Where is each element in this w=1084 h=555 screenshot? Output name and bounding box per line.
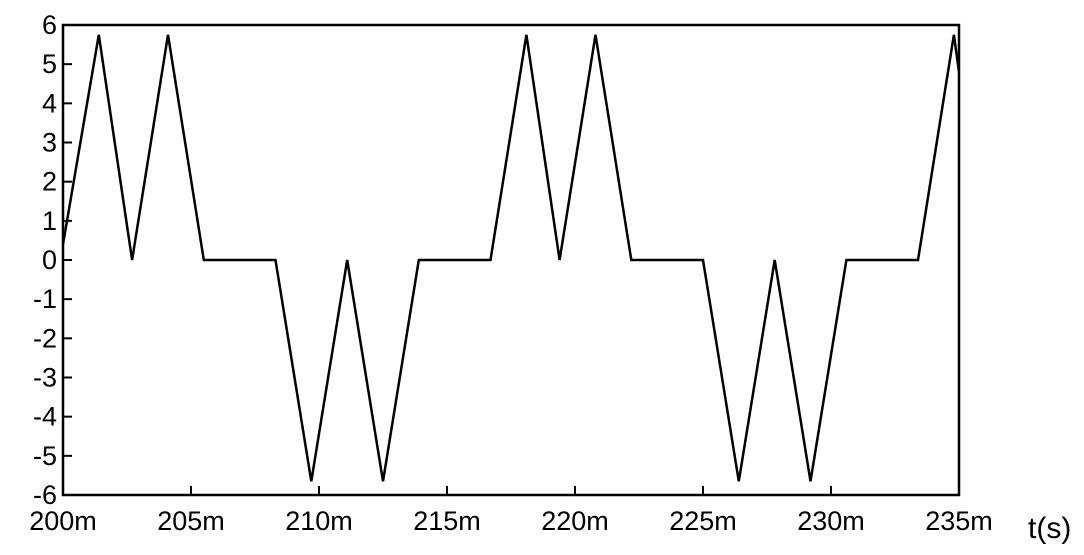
- y-tick-label: 5: [42, 49, 57, 79]
- y-tick-label: 2: [42, 167, 57, 197]
- y-tick-label: 1: [42, 206, 57, 236]
- y-tick-label: -1: [33, 284, 57, 314]
- x-axis-title: t(s): [1028, 512, 1071, 545]
- y-tick-label: 3: [42, 128, 57, 158]
- plot-frame: [61, 23, 961, 497]
- series-line: [61, 34, 961, 482]
- y-axis: 6 5 4 3 2 1 0 -1 -2 -3 -4 -5 -6: [33, 10, 72, 510]
- y-tick-label: -3: [33, 363, 57, 393]
- x-tick-label: 220m: [541, 506, 609, 536]
- x-tick-label: 210m: [285, 506, 353, 536]
- x-tick-label: 215m: [413, 506, 481, 536]
- y-tick-label: 6: [42, 10, 57, 40]
- y-tick-label: -6: [33, 480, 57, 510]
- y-tick-label: -5: [33, 441, 57, 471]
- x-axis: 200m 205m 210m 215m 220m 225m 230m 235m: [29, 486, 993, 536]
- x-tick-label: 230m: [797, 506, 865, 536]
- x-tick-label: 200m: [29, 506, 97, 536]
- x-tick-label: 225m: [669, 506, 737, 536]
- y-tick-label: 0: [42, 245, 57, 275]
- x-tick-label: 205m: [157, 506, 225, 536]
- x-tick-label: 235m: [925, 506, 993, 536]
- series-group: [61, 34, 961, 482]
- y-tick-label: -2: [33, 323, 57, 353]
- y-tick-label: 4: [42, 88, 57, 118]
- y-tick-label: -4: [33, 402, 57, 432]
